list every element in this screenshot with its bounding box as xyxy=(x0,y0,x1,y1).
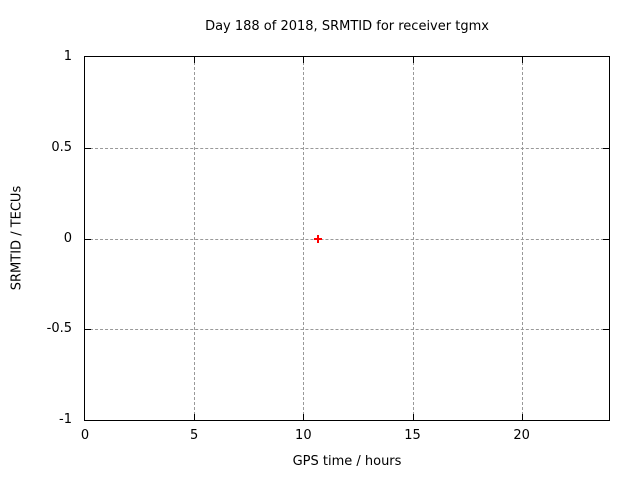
plot-area xyxy=(84,56,610,421)
y-tick-label: 1 xyxy=(63,49,72,64)
marker-arm-vertical xyxy=(316,234,319,243)
x-tick-mark-top xyxy=(194,57,196,63)
x-tick-mark-bottom xyxy=(412,414,414,420)
x-tick-mark-bottom xyxy=(303,414,305,420)
data-point-marker xyxy=(313,234,322,243)
x-tick-mark-top xyxy=(412,57,414,63)
x-tick-label: 20 xyxy=(513,428,530,443)
y-tick-label: 0 xyxy=(63,230,72,246)
y-tick-mark-right xyxy=(603,238,609,240)
x-tick-mark-top xyxy=(303,57,305,63)
y-tick-mark-left xyxy=(85,147,91,149)
y-tick-mark-left xyxy=(85,238,91,240)
gridline-horizontal xyxy=(85,238,609,240)
x-tick-mark-top xyxy=(521,57,523,63)
x-tick-mark-bottom xyxy=(194,414,196,420)
y-tick-mark-right xyxy=(603,329,609,331)
y-tick-mark-left xyxy=(85,329,91,331)
chart-title: Day 188 of 2018, SRMTID for receiver tgm… xyxy=(205,19,489,34)
y-tick-label: 0.5 xyxy=(51,139,72,155)
y-tick-mark-right xyxy=(603,147,609,149)
x-tick-label: 5 xyxy=(190,428,199,443)
gridline-horizontal xyxy=(85,147,609,149)
y-tick-label: -1 xyxy=(59,412,72,427)
y-tick-label: -0.5 xyxy=(46,321,72,337)
gridline-horizontal xyxy=(85,329,609,331)
x-tick-label: 0 xyxy=(80,428,90,443)
x-tick-label: 10 xyxy=(295,428,312,443)
x-tick-mark-bottom xyxy=(521,414,523,420)
x-tick-label: 15 xyxy=(404,428,421,443)
x-axis-label: GPS time / hours xyxy=(292,454,402,469)
